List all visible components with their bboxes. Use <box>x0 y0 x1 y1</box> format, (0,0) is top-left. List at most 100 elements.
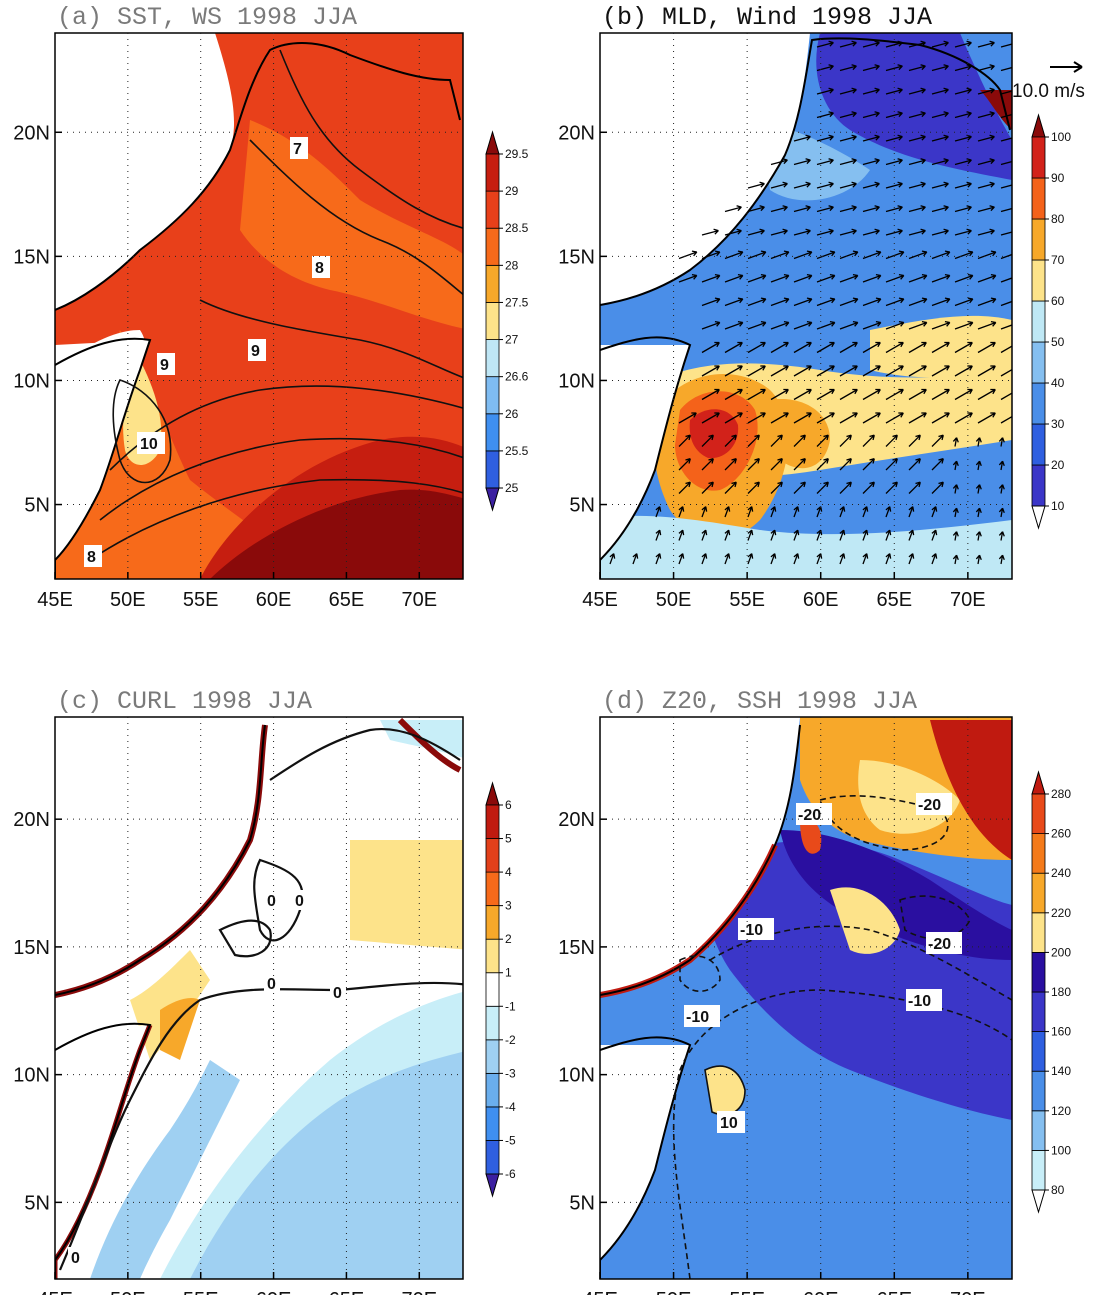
panel-d-map: -20 -20 -10 -20 -10 -10 10 <box>600 717 1012 1279</box>
wind-vector <box>1000 345 1012 354</box>
curl-patch-neg3 <box>90 1060 240 1279</box>
tick-label-lon: 65E <box>876 1289 912 1295</box>
wind-vector <box>954 273 974 283</box>
wind-vector <box>977 64 995 72</box>
coastline-africa-c <box>55 1022 152 1279</box>
wind-vector <box>1000 43 1012 48</box>
colorbar-label: 40 <box>1051 376 1065 390</box>
wind-vector <box>954 111 972 119</box>
curl-label-0a: 0 <box>267 893 276 910</box>
panel-c-frame <box>54 716 464 1280</box>
wind-vector <box>908 228 926 236</box>
wind-vector <box>908 297 928 307</box>
colorbar-label: -3 <box>505 1066 516 1080</box>
wind-vector <box>931 181 949 189</box>
wind-vector <box>701 458 714 471</box>
wind-vector <box>770 553 777 565</box>
wind-vector <box>977 388 996 401</box>
colorbar-label: -5 <box>505 1133 516 1147</box>
wind-vector <box>839 87 857 95</box>
colorbar-label: 29 <box>505 184 519 198</box>
wind-vector <box>952 484 959 494</box>
wind-vector <box>885 111 903 119</box>
panel-a-title: (a) SST, WS 1998 JJA <box>57 3 357 32</box>
wind-vector <box>862 412 881 424</box>
wind-vector <box>839 341 858 354</box>
wind-vector <box>793 181 811 189</box>
wind-vector <box>839 365 858 377</box>
curl-patch-pos3 <box>160 998 200 1060</box>
colorbar-label: 4 <box>505 865 512 879</box>
wind-vector <box>816 458 829 471</box>
colorbar-top-triangle <box>485 130 500 155</box>
wind-vector <box>701 320 721 330</box>
colorbar-segment <box>1031 1031 1046 1072</box>
colorbar-label: 27 <box>505 333 519 347</box>
tick-label-lon: 55E <box>183 1289 219 1295</box>
wind-vector <box>747 529 754 541</box>
tick-label-lon: 70E <box>401 1289 437 1295</box>
tick-label-lon: 60E <box>803 589 839 611</box>
wind-vector <box>747 273 767 283</box>
wind-vector <box>701 228 719 236</box>
wind-vector <box>975 460 982 471</box>
colorbar-segment <box>485 871 500 907</box>
wind-vector <box>770 250 790 260</box>
wind-vector <box>724 388 743 401</box>
wind-vector <box>862 365 881 377</box>
wind-vector <box>952 531 959 541</box>
wind-vector <box>908 40 926 48</box>
panel-d-frame <box>599 716 1013 1280</box>
z20-patch-220b <box>830 887 900 954</box>
panel-a-gridlines <box>55 33 463 579</box>
wind-vector <box>931 87 949 95</box>
wind-vector <box>724 297 744 307</box>
wind-vector <box>908 481 921 494</box>
wind-vector <box>678 412 697 424</box>
wind-vector <box>793 434 806 447</box>
wind-vector <box>770 388 789 401</box>
land-horn <box>55 330 146 380</box>
wind-vector <box>724 273 744 283</box>
wind-vector <box>632 553 639 565</box>
wind-vector <box>747 320 767 330</box>
wind-vector <box>885 529 892 541</box>
wind-vector <box>885 158 903 166</box>
wind-vector <box>931 205 949 213</box>
wind-vector <box>816 341 835 354</box>
colorbar-label: -6 <box>505 1167 516 1181</box>
wind-vector <box>975 507 982 518</box>
wind-vector <box>862 87 880 95</box>
wind-vector <box>931 273 951 283</box>
curl-patch-pos1 <box>350 840 463 950</box>
tick-label-lon: 50E <box>656 589 692 611</box>
wind-vector <box>816 181 834 189</box>
colorbar-segment <box>485 302 500 340</box>
wind-vector <box>770 529 777 541</box>
colorbar-segment <box>485 1039 500 1074</box>
wind-vector <box>998 437 1005 447</box>
panel-c-title: (c) CURL 1998 JJA <box>57 687 312 716</box>
colorbar-segment <box>1031 912 1046 953</box>
contour-label-8a: 8 <box>315 260 324 277</box>
colorbar-label: 50 <box>1051 335 1065 349</box>
wind-vector <box>954 297 974 307</box>
sst-patch-cooler <box>240 120 463 329</box>
wind-vector <box>839 388 858 401</box>
wind-vector <box>701 553 708 565</box>
wind-vector <box>862 341 881 354</box>
colorbar-bottom-triangle <box>1031 1189 1046 1214</box>
colorbar-label: 1 <box>505 966 512 980</box>
wind-vector <box>862 320 882 330</box>
wind-vector <box>747 250 767 260</box>
colorbar-top-triangle <box>1031 113 1046 138</box>
curl-label-0d: 0 <box>333 985 342 1002</box>
wind-vector <box>977 205 995 213</box>
panel-c: (c) CURL 1998 JJA 0 <box>13 687 516 1295</box>
tick-label-lon: 45E <box>582 589 618 611</box>
colorbar-segment <box>485 972 500 1007</box>
wind-vector <box>954 250 974 260</box>
wind-vector <box>931 341 950 354</box>
z20-patch-eddy <box>705 1066 745 1115</box>
wind-vector <box>839 273 859 283</box>
